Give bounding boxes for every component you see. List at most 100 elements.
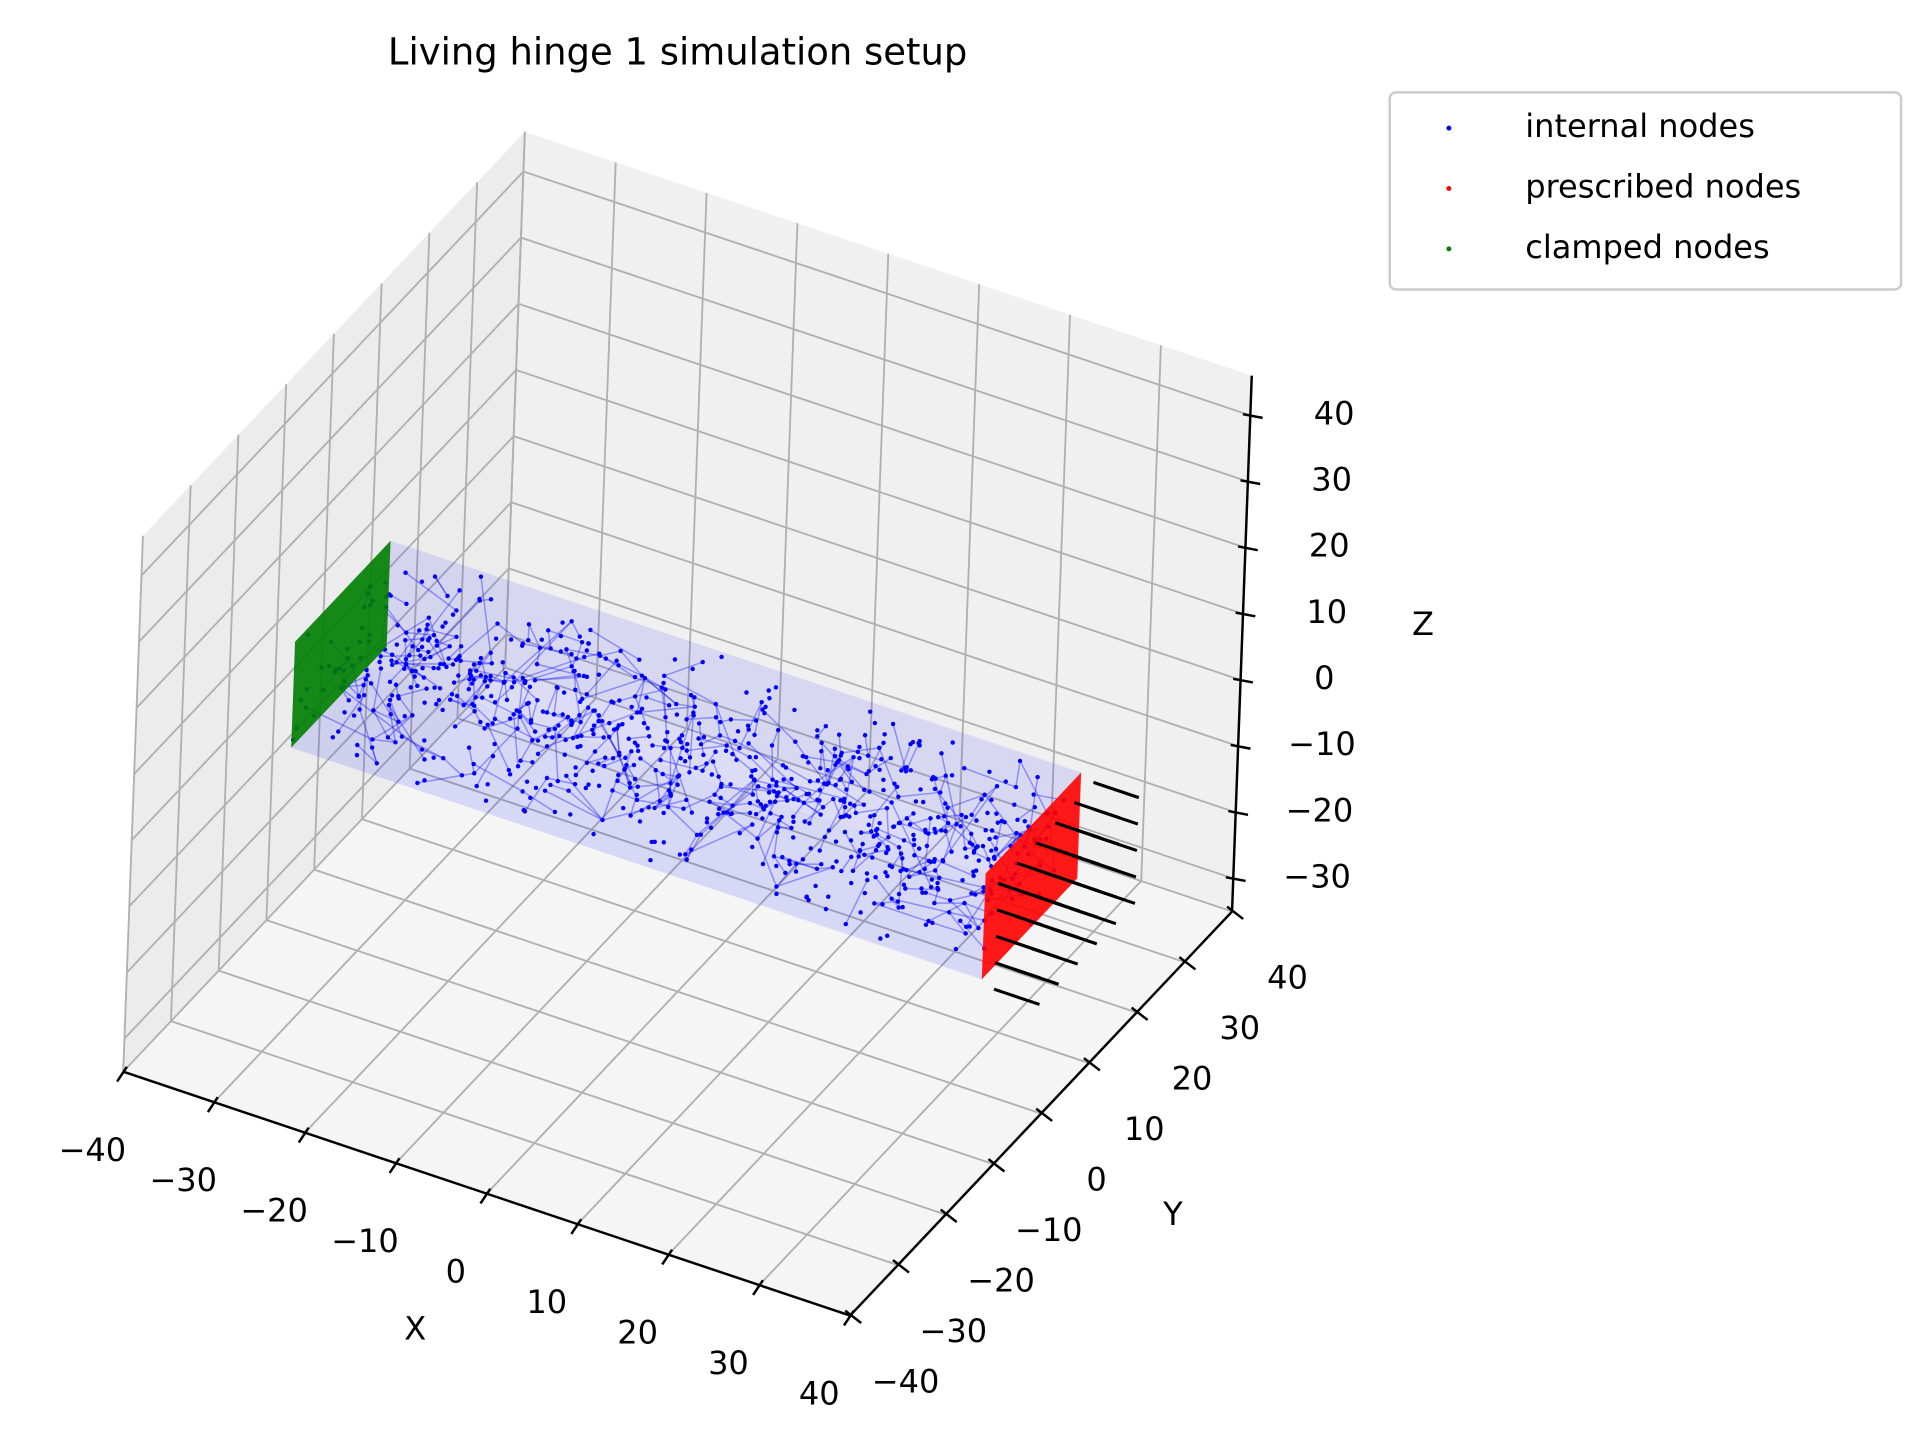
mesh-edge [878, 747, 900, 798]
mesh-edge [864, 735, 869, 756]
mesh-node [650, 743, 655, 748]
mesh-node [377, 659, 382, 665]
mesh-node [774, 830, 780, 835]
mesh-node [579, 639, 585, 645]
mesh-edge [584, 653, 600, 658]
mesh-node [862, 890, 868, 896]
mesh-node [459, 773, 465, 778]
mesh-edge [628, 735, 650, 740]
mesh-node [769, 743, 775, 748]
mesh-node [532, 678, 538, 683]
mesh-node [958, 918, 963, 924]
mesh-node [663, 687, 668, 692]
mesh-node [600, 817, 605, 823]
mesh-node [419, 747, 425, 752]
mesh-node [646, 734, 652, 739]
mesh-node [883, 870, 888, 875]
mesh-edge [776, 866, 833, 888]
mesh-node [932, 868, 938, 873]
mesh-edge [876, 828, 905, 842]
grid-line [508, 567, 1236, 814]
mesh-edge [685, 823, 753, 855]
mesh-node [728, 717, 734, 722]
mesh-node [621, 805, 626, 811]
mesh-edge [380, 654, 421, 658]
mesh-edge [503, 620, 573, 684]
mesh-node [806, 897, 811, 903]
mesh-node [466, 687, 472, 692]
mesh-node [960, 878, 965, 883]
mesh-node [616, 663, 621, 668]
mesh-node [596, 713, 602, 718]
mesh-node [784, 795, 789, 800]
mesh-edge [816, 764, 837, 801]
mesh-edge [636, 677, 646, 713]
mesh-node [758, 802, 764, 807]
load-arrow [1091, 833, 1138, 852]
mesh-node [626, 736, 632, 741]
mesh-node [889, 800, 894, 805]
mesh-node [701, 734, 707, 740]
mesh-node [596, 761, 601, 766]
mesh-edge [562, 714, 572, 726]
mesh-node [896, 891, 902, 897]
mesh-node [839, 868, 844, 874]
mesh-node [760, 707, 765, 712]
mesh-node [661, 810, 666, 816]
mesh-edge [528, 624, 541, 649]
mesh-node [819, 749, 824, 754]
mesh-node [772, 799, 778, 804]
mesh-node [520, 789, 525, 794]
mesh-edge [944, 807, 949, 832]
mesh-node [932, 826, 937, 832]
load-arrow [1012, 967, 1060, 986]
mesh-node [389, 658, 394, 663]
mesh-edge [460, 660, 492, 665]
mesh-node [963, 931, 968, 936]
mesh-node [544, 710, 550, 715]
mesh-node [943, 773, 948, 778]
mesh-edge [804, 798, 834, 823]
load-arrow [993, 987, 1040, 1006]
mesh-node [451, 680, 457, 685]
mesh-node [817, 848, 822, 853]
mesh-node [492, 716, 498, 722]
mesh-node [834, 859, 839, 864]
mesh-edge [772, 778, 845, 800]
mesh-edge [726, 744, 750, 758]
mesh-node [520, 675, 526, 681]
grid-line [513, 435, 1241, 681]
mesh-node [800, 754, 806, 759]
mesh-node [600, 718, 605, 724]
mesh-node [774, 891, 779, 897]
mesh-node [685, 741, 690, 747]
mesh-node [661, 680, 666, 686]
mesh-node [908, 768, 913, 773]
mesh-node [485, 684, 490, 689]
mesh-edge [636, 775, 679, 801]
x-tick-label: 30 [708, 1344, 749, 1382]
mesh-node [610, 756, 616, 761]
mesh-edge [1019, 760, 1048, 814]
mesh-node [888, 755, 893, 761]
mesh-edge [732, 802, 751, 807]
mesh-node [490, 753, 496, 759]
mesh-node [489, 693, 494, 699]
mesh-edge [371, 747, 378, 764]
mesh-node [995, 820, 1001, 825]
mesh-node [677, 736, 682, 742]
mesh-node [841, 814, 846, 819]
mesh-node [652, 839, 657, 845]
mesh-node [838, 753, 843, 758]
mesh-edge [554, 728, 559, 782]
mesh-node [692, 704, 698, 709]
mesh-edge [869, 790, 892, 804]
mesh-node [794, 861, 799, 866]
mesh-node [721, 810, 726, 815]
mesh-node [1035, 774, 1040, 780]
mesh-node [603, 755, 608, 760]
mesh-edge [891, 853, 902, 868]
mesh-edge [391, 654, 416, 672]
mesh-node [802, 819, 807, 824]
mesh-node [825, 767, 830, 773]
